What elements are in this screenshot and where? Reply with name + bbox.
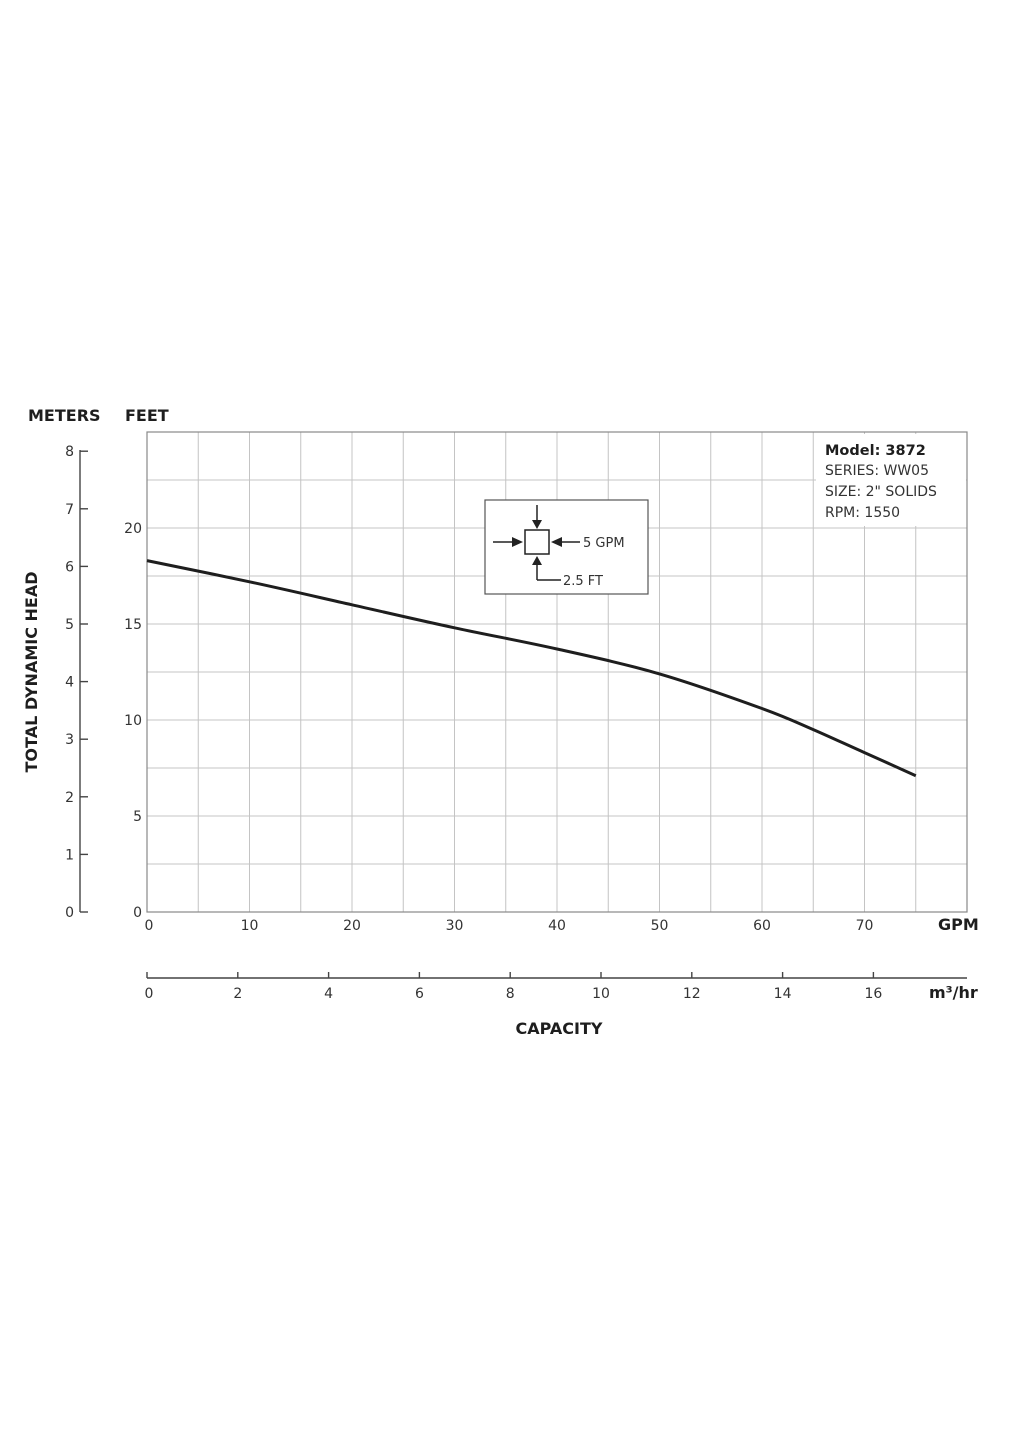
legend-ft-label: 2.5 FT <box>563 574 603 589</box>
meters-tick-label: 7 <box>65 502 74 518</box>
legend-square <box>524 529 550 555</box>
legend-gpm-label: 5 GPM <box>583 536 625 551</box>
plot-frame <box>146 431 968 913</box>
gpm-axis-ticks: 0 10 20 30 40 50 60 70 <box>145 918 874 934</box>
meters-tick-label: 3 <box>65 732 74 748</box>
gpm-tick-label: 20 <box>343 918 361 934</box>
y-axis-label: TOTAL DYNAMIC HEAD <box>22 572 41 773</box>
performance-curve-line <box>146 559 917 778</box>
m3hr-unit-label: m³/hr <box>929 983 978 1002</box>
m3hr-tick-label: 2 <box>233 986 242 1002</box>
meters-axis-ticks: 0 1 2 3 4 5 6 7 8 <box>65 444 88 921</box>
gpm-tick-label: 40 <box>548 918 566 934</box>
grid-scale-legend: 5 GPM 2.5 FT <box>484 499 649 595</box>
arrow-right-icon <box>512 537 523 547</box>
meters-tick-label: 5 <box>65 617 74 633</box>
arrow-up-icon <box>532 556 542 565</box>
m3hr-tick-label: 4 <box>324 986 333 1002</box>
gpm-tick-label: 50 <box>651 918 669 934</box>
meters-tick-label: 2 <box>65 790 74 806</box>
meters-tick-label: 0 <box>65 905 74 921</box>
feet-tick-label: 0 <box>133 905 142 921</box>
gpm-tick-label: 60 <box>753 918 771 934</box>
feet-axis-title: FEET <box>125 406 169 425</box>
size-label: SIZE: 2" SOLIDS <box>825 484 937 500</box>
m3hr-tick-label: 8 <box>506 986 515 1002</box>
gpm-tick-label: 10 <box>241 918 259 934</box>
m3hr-tick-label: 10 <box>592 986 610 1002</box>
gpm-tick-label: 30 <box>446 918 464 934</box>
gpm-tick-label: 0 <box>145 918 154 934</box>
meters-tick-label: 6 <box>65 559 74 575</box>
meters-tick-label: 1 <box>65 847 74 863</box>
model-label: Model: 3872 <box>825 443 926 459</box>
series-label: SERIES: WW05 <box>825 463 929 479</box>
m3hr-tick-label: 6 <box>415 986 424 1002</box>
m3hr-tick-label: 12 <box>683 986 701 1002</box>
gpm-unit-label: GPM <box>938 915 979 934</box>
meters-tick-label: 8 <box>65 444 74 460</box>
meters-axis-title: METERS <box>28 406 101 425</box>
gpm-tick-label: 70 <box>856 918 874 934</box>
arrow-down-icon <box>532 520 542 529</box>
m3hr-axis-ticks: 0 2 4 6 8 10 12 14 16 <box>145 972 882 1002</box>
feet-tick-label: 15 <box>124 617 142 633</box>
m3hr-tick-label: 14 <box>774 986 792 1002</box>
feet-tick-label: 5 <box>133 809 142 825</box>
m3hr-tick-label: 16 <box>864 986 882 1002</box>
model-info-box: Model: 3872 SERIES: WW05 SIZE: 2" SOLIDS… <box>816 434 966 526</box>
feet-tick-label: 20 <box>124 521 142 537</box>
rpm-label: RPM: 1550 <box>825 505 900 521</box>
x-axis-label: CAPACITY <box>516 1019 603 1038</box>
arrow-left-icon <box>551 537 562 547</box>
meters-tick-label: 4 <box>65 675 74 691</box>
m3hr-tick-label: 0 <box>145 986 154 1002</box>
chart-grid <box>147 432 967 912</box>
feet-tick-label: 10 <box>124 713 142 729</box>
feet-axis-ticks: 0 5 10 15 20 <box>124 521 142 921</box>
